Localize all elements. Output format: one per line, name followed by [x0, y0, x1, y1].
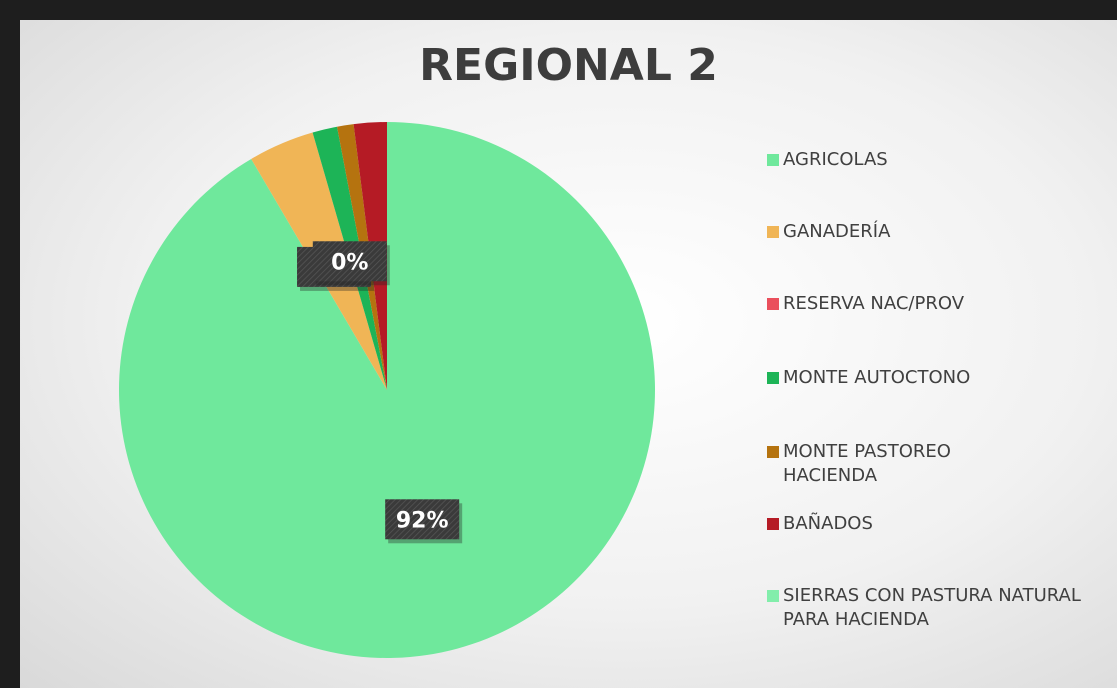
legend-item: MONTE PASTOREO HACIENDA [767, 440, 1007, 488]
legend-item: SIERRAS CON PASTURA NATURAL PARA HACIEND… [767, 584, 1097, 632]
legend-swatch [767, 226, 779, 238]
legend-item: RESERVA NAC/PROV [767, 292, 1097, 316]
legend-swatch [767, 590, 779, 602]
legend-swatch [767, 298, 779, 310]
legend-label: GANADERÍA [783, 221, 891, 242]
legend-item: AGRICOLAS [767, 148, 1097, 172]
legend-label: MONTE PASTOREO HACIENDA [783, 441, 951, 486]
data-label-box [385, 499, 460, 540]
legend-swatch [767, 154, 779, 166]
chart-panel: REGIONAL 2 92%4%0% AGRICOLAS GANADERÍA RES… [20, 20, 1117, 688]
legend-item: MONTE AUTOCTONO [767, 366, 1097, 390]
chart-title: REGIONAL 2 [419, 40, 718, 91]
pie-chart: 92%4%0% [118, 122, 656, 658]
legend-label: SIERRAS CON PASTURA NATURAL PARA HACIEND… [783, 585, 1081, 630]
data-label-text: 0% [331, 250, 368, 275]
legend-label: MONTE AUTOCTONO [783, 367, 971, 388]
data-label: 92% [385, 499, 463, 544]
legend-label: RESERVA NAC/PROV [783, 293, 965, 314]
data-label-text: 92% [396, 508, 449, 533]
data-label: 0% [312, 241, 390, 286]
legend-swatch [767, 372, 779, 384]
legend-item: BAÑADOS [767, 512, 1097, 536]
legend-swatch [767, 518, 779, 530]
legend-label: AGRICOLAS [783, 149, 888, 170]
legend-label: BAÑADOS [783, 513, 873, 534]
legend-item: GANADERÍA [767, 220, 1097, 244]
data-label-box [312, 241, 387, 282]
legend-swatch [767, 446, 779, 458]
